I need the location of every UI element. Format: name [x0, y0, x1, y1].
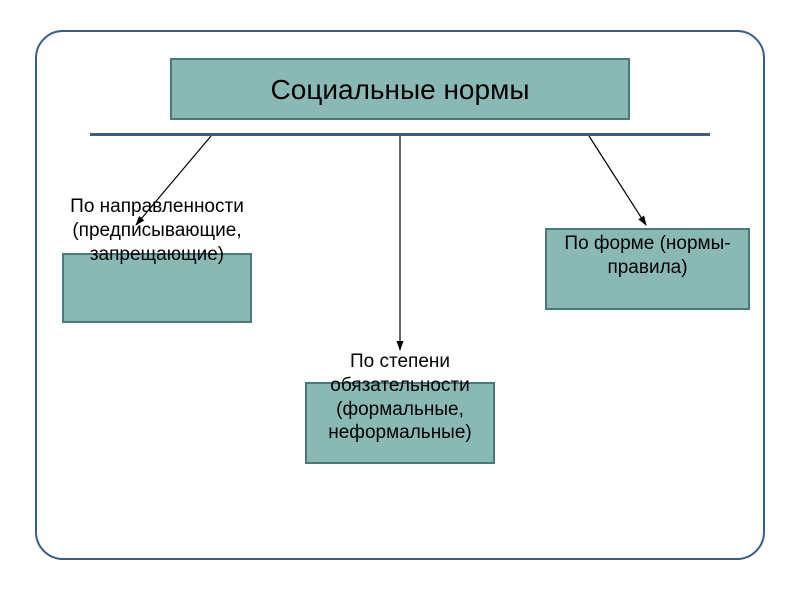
title-underline	[90, 133, 710, 136]
child-label-left: По направленности (предписывающие, запре…	[62, 195, 252, 266]
child-label-middle: По степени обязательности (формальные, н…	[300, 350, 500, 445]
child-label-right: По форме (нормы-правила)	[545, 232, 750, 280]
title-box: Социальные нормы	[170, 58, 630, 120]
title-text: Социальные нормы	[271, 72, 530, 107]
